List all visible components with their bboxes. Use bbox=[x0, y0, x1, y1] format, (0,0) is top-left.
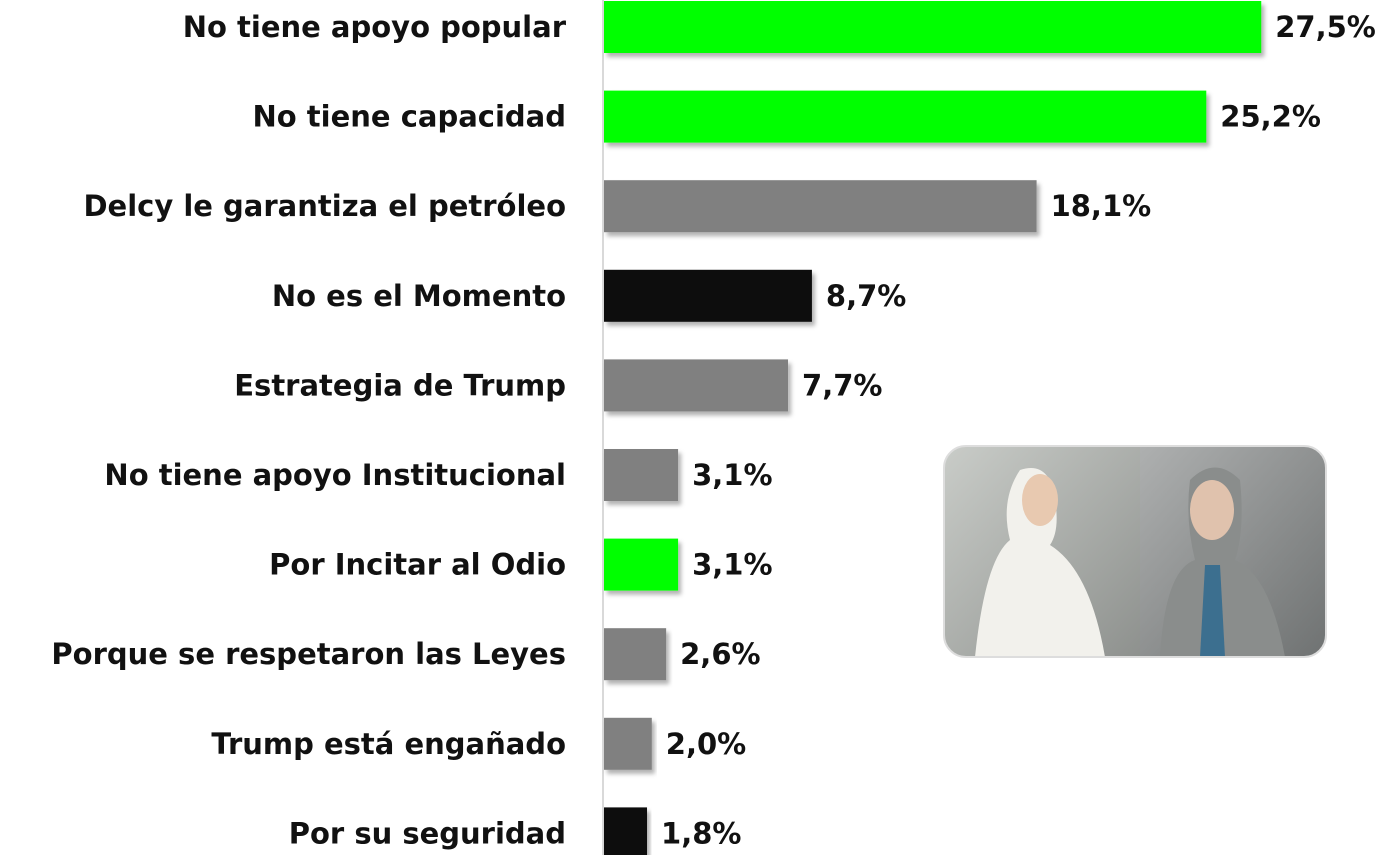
bar bbox=[604, 539, 678, 591]
value-label: 18,1% bbox=[1051, 189, 1152, 223]
value-label: 2,0% bbox=[666, 727, 746, 761]
category-label: No tiene capacidad bbox=[253, 100, 566, 134]
bar bbox=[604, 449, 678, 501]
bar bbox=[604, 91, 1206, 143]
value-label: 7,7% bbox=[802, 368, 882, 402]
bar bbox=[604, 1, 1261, 53]
category-label: Delcy le garantiza el petróleo bbox=[83, 189, 566, 223]
bar bbox=[604, 628, 666, 680]
category-label: Por su seguridad bbox=[289, 816, 566, 850]
bar bbox=[604, 270, 812, 322]
value-label: 25,2% bbox=[1220, 100, 1321, 134]
chart: No tiene apoyo popular 27,5% No tiene capa… bbox=[0, 0, 1396, 855]
category-label: No tiene apoyo Institucional bbox=[104, 458, 566, 492]
value-label: 27,5% bbox=[1275, 10, 1376, 44]
value-label: 3,1% bbox=[692, 458, 772, 492]
value-label: 3,1% bbox=[692, 548, 772, 582]
value-label: 1,8% bbox=[661, 816, 741, 850]
category-label: No es el Momento bbox=[272, 279, 566, 313]
value-label: 2,6% bbox=[680, 637, 760, 671]
bar bbox=[604, 359, 788, 411]
category-label: Trump está engañado bbox=[211, 727, 566, 761]
category-label: Por Incitar al Odio bbox=[269, 548, 566, 582]
category-label: No tiene apoyo popular bbox=[183, 10, 567, 44]
page: No tiene apoyo popular 27,5% No tiene capa… bbox=[0, 0, 1396, 855]
bar bbox=[604, 718, 652, 770]
category-label: Porque se respetaron las Leyes bbox=[51, 637, 566, 671]
category-label: Estrategia de Trump bbox=[234, 368, 566, 402]
photo bbox=[944, 446, 1326, 657]
value-label: 8,7% bbox=[826, 279, 906, 313]
bar bbox=[604, 807, 647, 855]
bar bbox=[604, 180, 1037, 232]
